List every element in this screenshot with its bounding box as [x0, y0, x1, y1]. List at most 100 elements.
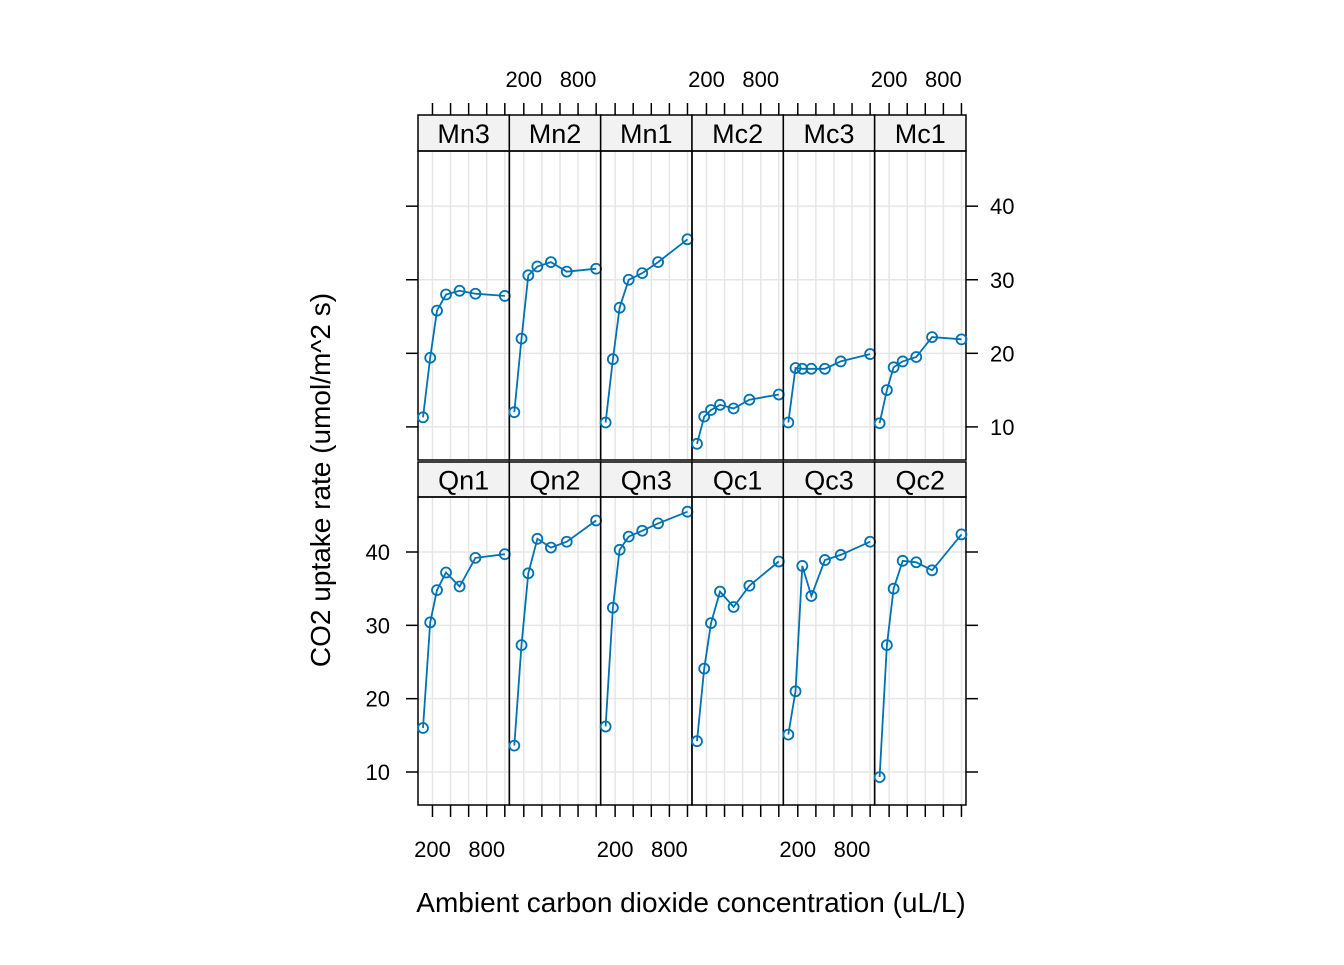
x-tick-label: 800	[468, 837, 505, 862]
panel-mn1: Mn1	[599, 114, 694, 461]
panel-border	[508, 150, 602, 461]
data-point	[453, 580, 466, 593]
series-line-qc1	[696, 560, 780, 742]
data-point	[834, 355, 847, 368]
panel-mn2: Mn2	[508, 114, 603, 461]
panel-qc1: Qc1	[691, 461, 785, 806]
data-point	[469, 551, 482, 564]
panel-border	[782, 150, 876, 461]
strip-qc2	[873, 461, 967, 498]
data-point	[887, 582, 900, 595]
data-point	[522, 567, 535, 580]
data-point	[531, 260, 544, 273]
panel-qn3: Qn3	[599, 461, 694, 806]
data-point	[714, 398, 726, 411]
panel-border	[691, 150, 785, 461]
data-point	[896, 355, 909, 368]
data-point	[613, 301, 626, 314]
strip-qn3	[599, 461, 693, 498]
data-point	[910, 556, 923, 569]
data-point	[515, 332, 528, 345]
data-point	[431, 584, 443, 597]
grid-layer	[418, 151, 966, 805]
strip-mn3	[417, 114, 511, 152]
data-point	[955, 333, 968, 346]
data-point	[606, 601, 619, 614]
data-point	[782, 416, 795, 429]
panel-qn1: Qn1	[417, 461, 511, 806]
data-point	[599, 416, 612, 429]
data-point	[714, 585, 726, 598]
y-tick-label: 10	[366, 760, 390, 785]
strip-label: Mn1	[620, 119, 673, 149]
data-point	[782, 728, 795, 741]
x-tick-label: 200	[505, 67, 542, 92]
data-point	[545, 541, 557, 554]
y-tick-label: 20	[990, 341, 1014, 366]
data-point	[515, 639, 528, 652]
data-point	[796, 560, 809, 572]
strip-qn1	[417, 461, 511, 498]
strip-label: Mn2	[529, 119, 582, 149]
data-point	[522, 269, 535, 282]
data-point	[613, 543, 626, 556]
data-point	[880, 639, 893, 652]
x-tick-label: 800	[560, 67, 597, 92]
strip-label: Qc3	[804, 466, 854, 496]
x-tick-label: 200	[779, 837, 816, 862]
y-tick-label: 40	[366, 540, 390, 565]
data-point	[440, 288, 452, 301]
series-line-mc2	[696, 393, 779, 445]
x-axis-title: Ambient carbon dioxide concentration (uL…	[416, 887, 965, 918]
strip-qc3	[782, 461, 876, 498]
data-point	[834, 549, 847, 561]
data-point	[805, 590, 818, 602]
data-point	[743, 579, 756, 592]
x-tick-label: 200	[414, 837, 451, 862]
data-point	[560, 265, 573, 278]
data-point	[805, 362, 818, 375]
data-point	[743, 393, 756, 406]
data-point	[417, 722, 429, 734]
strip-mc1	[873, 114, 967, 152]
data-point	[636, 524, 649, 537]
series-line-mn2	[513, 261, 597, 413]
data-point	[606, 353, 619, 366]
data-point	[873, 771, 886, 784]
panels-layer: Mn3 Mn2 Mn1 Mc2 Mc3 Mc1 Qn1 Qn2 Qn3 Qc1 Qc3 Qc2	[417, 114, 968, 806]
data-point	[545, 256, 557, 268]
panel-border	[873, 150, 967, 461]
data-point	[691, 735, 703, 748]
data-point	[622, 530, 635, 543]
data-point	[599, 720, 612, 733]
y-tick-label: 10	[990, 415, 1014, 440]
panel-border	[508, 496, 602, 806]
x-tick-label: 800	[925, 67, 962, 92]
panel-qc2: Qc2	[873, 461, 968, 806]
data-point	[819, 362, 831, 375]
data-point	[789, 362, 802, 374]
strip-label: Qn3	[621, 466, 672, 496]
data-point	[508, 739, 521, 752]
x-tick-label: 800	[651, 837, 688, 862]
data-point	[431, 304, 443, 317]
panel-border	[417, 496, 511, 806]
series-line-qc2	[878, 533, 963, 778]
strip-label: Qc2	[896, 466, 946, 496]
panel-border	[417, 150, 511, 461]
data-point	[698, 662, 711, 675]
x-tick-label: 200	[688, 67, 725, 92]
series-line-qc3	[787, 540, 871, 735]
data-point	[887, 361, 900, 374]
data-point	[652, 517, 664, 530]
data-point	[705, 404, 717, 416]
data-point	[508, 406, 521, 419]
data-point	[789, 685, 802, 698]
series-line-qn1	[422, 553, 505, 729]
axes-layer: 200 800 200 800 200 800 200 800 200 800 200 800 10 20…	[366, 67, 1015, 862]
x-tick-label: 800	[742, 67, 779, 92]
data-point	[691, 437, 703, 450]
panel-qc3: Qc3	[782, 461, 877, 806]
data-point	[453, 284, 466, 297]
